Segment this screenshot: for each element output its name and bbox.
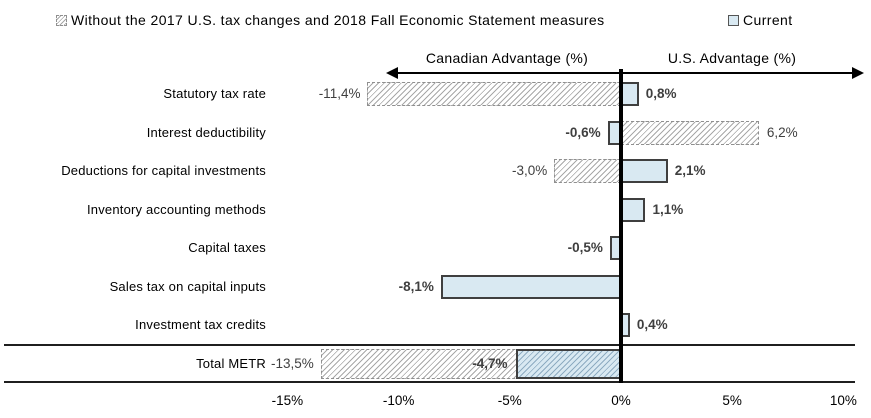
category-label: Capital taxes (188, 240, 266, 255)
value-label-without: -3,0% (512, 163, 548, 178)
legend-label-current: Current (743, 12, 793, 28)
axis-label-us-advantage: U.S. Advantage (%) (667, 50, 797, 66)
total-row-top-separator (4, 344, 855, 346)
x-tick-label: -5% (497, 393, 522, 408)
value-label-without: 6,2% (766, 124, 798, 140)
value-label-current: -0,5% (567, 240, 603, 255)
bar-without (621, 120, 759, 145)
bar-current (440, 274, 621, 299)
value-label-current: -0,6% (565, 124, 601, 140)
bar-without (554, 159, 621, 183)
blue-swatch-icon (728, 14, 739, 26)
category-label: Inventory accounting methods (86, 201, 266, 217)
value-label-current: 2,1% (674, 163, 706, 178)
value-label-current: -4,7% (472, 356, 508, 371)
zero-axis-line (619, 69, 623, 383)
value-label-current: 0,8% (645, 86, 677, 101)
category-label: Sales tax on capital inputs (109, 278, 266, 294)
legend-item-without: Without the 2017 U.S. tax changes and 20… (56, 12, 605, 28)
category-label: Deductions for capital investments (61, 163, 266, 178)
category-label: Total METR (196, 356, 266, 371)
category-label: Interest deductibility (146, 124, 266, 140)
hatched-swatch-icon (56, 14, 67, 26)
category-label: Statutory tax rate (163, 86, 266, 101)
axis-arrow-line (396, 72, 854, 74)
bar-current (621, 159, 668, 183)
category-label: Investment tax credits (135, 317, 266, 332)
axis-label-canadian-advantage: Canadian Advantage (%) (425, 50, 589, 66)
x-tick-label: -15% (271, 393, 304, 408)
total-row-bottom-separator (4, 381, 855, 383)
bar-current (621, 82, 639, 106)
x-tick-label: -10% (382, 393, 415, 408)
bar-current (621, 197, 646, 222)
value-label-current: 0,4% (636, 317, 668, 332)
x-tick-label: 10% (829, 393, 857, 408)
legend-item-current: Current (728, 12, 792, 28)
x-tick-label: 0% (611, 393, 631, 408)
legend-label-without: Without the 2017 U.S. tax changes and 20… (71, 12, 605, 28)
bar-without (367, 82, 621, 106)
x-tick-label: 5% (722, 393, 742, 408)
value-label-without: -11,4% (318, 86, 361, 101)
left-arrow-icon (386, 67, 398, 79)
value-label-without: -13,5% (270, 356, 314, 371)
right-arrow-icon (852, 67, 864, 79)
value-label-current: -8,1% (398, 278, 434, 294)
value-label-current: 1,1% (652, 201, 684, 217)
bar-current (516, 349, 621, 379)
